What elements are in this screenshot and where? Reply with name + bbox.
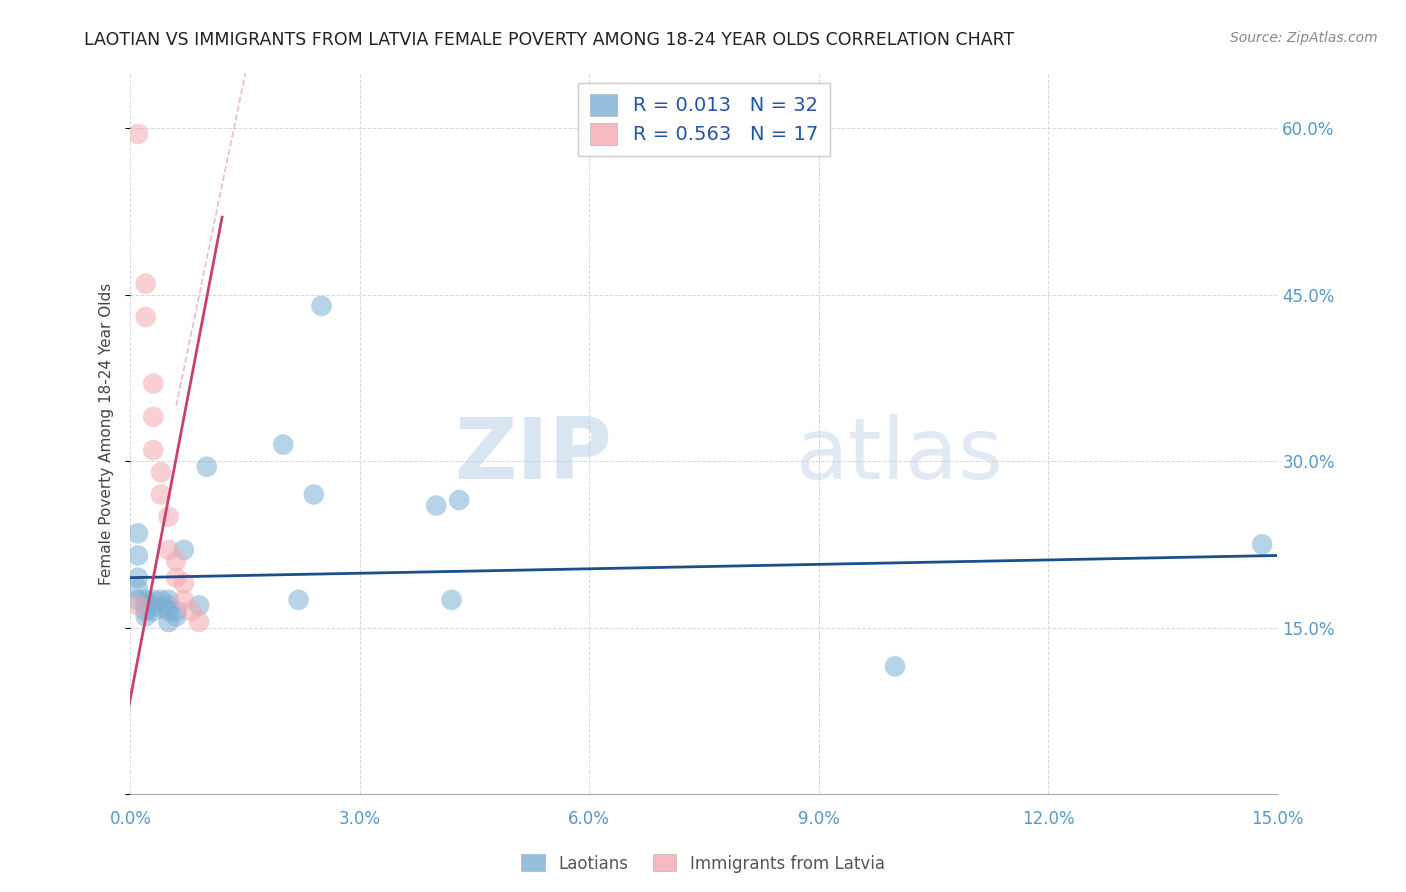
Point <box>127 599 149 613</box>
Y-axis label: Female Poverty Among 18-24 Year Olds: Female Poverty Among 18-24 Year Olds <box>100 283 114 584</box>
Point <box>165 554 187 568</box>
Point <box>135 609 157 624</box>
Legend: R = 0.013   N = 32, R = 0.563   N = 17: R = 0.013 N = 32, R = 0.563 N = 17 <box>578 83 830 156</box>
Point <box>149 465 172 479</box>
Point <box>173 576 195 591</box>
Point <box>157 604 180 618</box>
Point <box>142 376 165 391</box>
Text: LAOTIAN VS IMMIGRANTS FROM LATVIA FEMALE POVERTY AMONG 18-24 YEAR OLDS CORRELATI: LAOTIAN VS IMMIGRANTS FROM LATVIA FEMALE… <box>84 31 1015 49</box>
Legend: Laotians, Immigrants from Latvia: Laotians, Immigrants from Latvia <box>515 847 891 880</box>
Point <box>142 409 165 424</box>
Point <box>188 599 211 613</box>
Point <box>173 592 195 607</box>
Point <box>165 571 187 585</box>
Point <box>149 592 172 607</box>
Point <box>135 599 157 613</box>
Point <box>157 543 180 558</box>
Point <box>135 310 157 324</box>
Point <box>135 592 157 607</box>
Point <box>180 604 202 618</box>
Point <box>142 443 165 458</box>
Point <box>165 609 187 624</box>
Text: ZIP: ZIP <box>454 414 612 497</box>
Text: Source: ZipAtlas.com: Source: ZipAtlas.com <box>1230 31 1378 45</box>
Point <box>311 299 333 313</box>
Point <box>142 592 165 607</box>
Point <box>149 600 172 615</box>
Point <box>302 487 325 501</box>
Point <box>884 659 907 673</box>
Point <box>157 615 180 629</box>
Point <box>188 615 211 629</box>
Point <box>127 127 149 141</box>
Point <box>135 277 157 291</box>
Point <box>173 543 195 558</box>
Point <box>127 582 149 596</box>
Point <box>449 493 471 508</box>
Point <box>440 592 463 607</box>
Point <box>157 592 180 607</box>
Point <box>127 549 149 563</box>
Text: atlas: atlas <box>796 414 1004 497</box>
Point <box>157 509 180 524</box>
Point <box>425 499 447 513</box>
Point <box>127 592 149 607</box>
Point <box>127 571 149 585</box>
Point <box>142 604 165 618</box>
Point <box>149 487 172 501</box>
Point <box>157 599 180 613</box>
Point <box>271 437 294 451</box>
Point <box>142 599 165 613</box>
Point <box>195 459 218 474</box>
Point <box>287 592 309 607</box>
Point <box>127 526 149 541</box>
Point <box>165 604 187 618</box>
Point <box>1251 537 1274 551</box>
Point <box>135 604 157 618</box>
